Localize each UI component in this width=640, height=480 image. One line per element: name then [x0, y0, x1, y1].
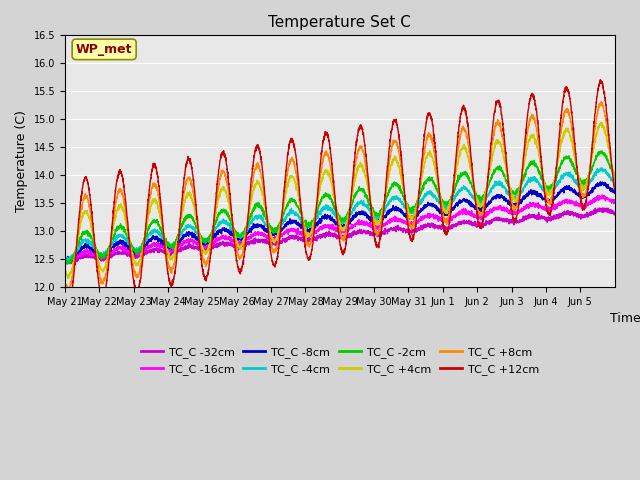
TC_C -32cm	[595, 205, 603, 211]
TC_C -2cm	[349, 198, 356, 204]
Line: TC_C -8cm: TC_C -8cm	[65, 182, 614, 262]
TC_C -4cm	[306, 223, 314, 228]
TC_C -4cm	[611, 180, 618, 186]
TC_C +4cm	[438, 204, 446, 210]
TC_C -4cm	[63, 259, 70, 265]
TC_C -16cm	[414, 220, 422, 226]
TC_C +8cm	[598, 99, 605, 105]
TC_C -8cm	[61, 255, 68, 261]
TC_C +8cm	[349, 182, 356, 188]
TC_C +12cm	[414, 198, 422, 204]
TC_C +4cm	[306, 231, 314, 237]
TC_C -2cm	[611, 174, 618, 180]
Text: WP_met: WP_met	[76, 43, 132, 56]
TC_C -4cm	[414, 204, 422, 209]
TC_C +8cm	[611, 178, 618, 183]
Title: Temperature Set C: Temperature Set C	[268, 15, 411, 30]
TC_C +4cm	[611, 174, 618, 180]
TC_C -2cm	[61, 256, 68, 262]
TC_C -8cm	[611, 190, 618, 196]
TC_C -32cm	[306, 236, 314, 242]
TC_C +8cm	[131, 270, 139, 276]
TC_C -16cm	[131, 249, 139, 254]
TC_C -2cm	[438, 196, 446, 202]
TC_C +4cm	[597, 120, 605, 125]
TC_C -16cm	[301, 230, 309, 236]
TC_C -32cm	[438, 224, 446, 230]
TC_C +12cm	[301, 244, 309, 250]
TC_C -16cm	[63, 259, 71, 265]
TC_C -8cm	[301, 226, 309, 232]
TC_C +12cm	[61, 289, 68, 295]
Legend: TC_C -32cm, TC_C -16cm, TC_C -8cm, TC_C -4cm, TC_C -2cm, TC_C +4cm, TC_C +8cm, T: TC_C -32cm, TC_C -16cm, TC_C -8cm, TC_C …	[136, 343, 543, 379]
TC_C -32cm	[63, 261, 71, 267]
TC_C -4cm	[301, 220, 309, 226]
TC_C +8cm	[65, 287, 72, 293]
TC_C -32cm	[61, 258, 68, 264]
Line: TC_C -4cm: TC_C -4cm	[65, 168, 614, 262]
TC_C +8cm	[301, 235, 309, 240]
TC_C +4cm	[414, 196, 422, 202]
TC_C -2cm	[301, 218, 309, 224]
TC_C -8cm	[438, 210, 446, 216]
TC_C +12cm	[349, 174, 356, 180]
X-axis label: Time: Time	[610, 312, 640, 325]
TC_C -16cm	[306, 231, 314, 237]
TC_C +8cm	[61, 277, 68, 283]
TC_C -2cm	[306, 222, 314, 228]
TC_C -32cm	[414, 226, 422, 231]
TC_C -16cm	[349, 222, 356, 228]
TC_C -8cm	[61, 259, 69, 265]
TC_C -32cm	[611, 211, 618, 216]
Line: TC_C +12cm: TC_C +12cm	[65, 80, 614, 306]
TC_C -4cm	[131, 248, 139, 254]
TC_C -4cm	[438, 203, 446, 209]
TC_C +8cm	[306, 241, 314, 247]
TC_C +4cm	[131, 259, 139, 264]
TC_C +12cm	[438, 216, 446, 222]
TC_C -16cm	[611, 198, 618, 204]
TC_C -2cm	[131, 248, 139, 253]
TC_C -16cm	[61, 258, 68, 264]
TC_C +12cm	[596, 77, 604, 83]
TC_C +4cm	[301, 229, 309, 235]
TC_C -4cm	[61, 253, 68, 259]
TC_C -32cm	[349, 229, 356, 235]
Line: TC_C +4cm: TC_C +4cm	[65, 122, 614, 278]
TC_C -32cm	[131, 255, 139, 261]
TC_C +4cm	[61, 265, 68, 271]
TC_C +8cm	[414, 197, 422, 203]
TC_C -8cm	[414, 211, 422, 217]
Line: TC_C +8cm: TC_C +8cm	[65, 102, 614, 290]
Line: TC_C -2cm: TC_C -2cm	[65, 151, 614, 264]
TC_C -2cm	[66, 261, 74, 266]
TC_C -8cm	[306, 229, 314, 235]
TC_C -32cm	[301, 239, 309, 244]
TC_C +4cm	[65, 276, 72, 281]
TC_C -8cm	[597, 179, 605, 185]
TC_C +12cm	[65, 303, 72, 309]
Y-axis label: Temperature (C): Temperature (C)	[15, 110, 28, 212]
Line: TC_C -16cm: TC_C -16cm	[65, 195, 614, 262]
Line: TC_C -32cm: TC_C -32cm	[65, 208, 614, 264]
TC_C -8cm	[349, 217, 356, 223]
TC_C +8cm	[438, 208, 446, 214]
TC_C -2cm	[598, 148, 606, 154]
TC_C -16cm	[438, 216, 446, 222]
TC_C -2cm	[414, 199, 422, 204]
TC_C -8cm	[131, 249, 139, 255]
TC_C +12cm	[306, 256, 314, 262]
TC_C +4cm	[349, 188, 356, 194]
TC_C -4cm	[598, 165, 605, 171]
TC_C -4cm	[349, 207, 356, 213]
TC_C +12cm	[611, 187, 618, 192]
TC_C +12cm	[131, 285, 139, 290]
TC_C -16cm	[598, 192, 605, 198]
